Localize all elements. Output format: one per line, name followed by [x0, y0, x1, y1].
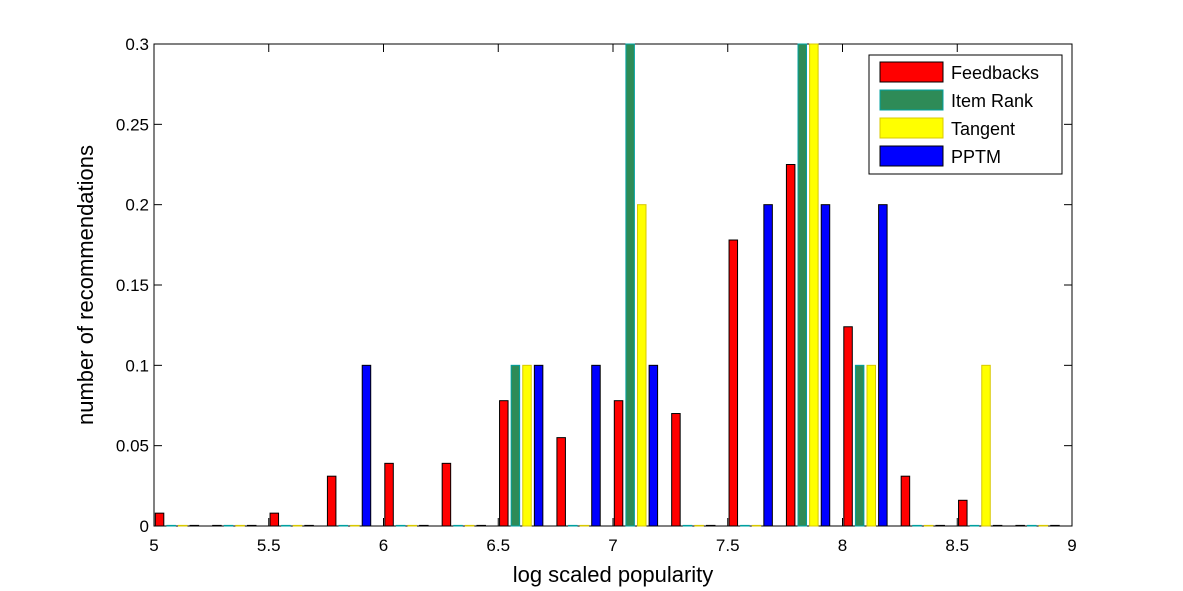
bar-tangent-10 [751, 524, 762, 527]
legend-label-item-rank: Item Rank [951, 91, 1034, 111]
bar-feedbacks-3 [326, 475, 337, 527]
bar-feedbacks-14 [958, 499, 968, 527]
bar-item-rank-2 [281, 524, 291, 527]
bar-feedbacks-15 [1015, 524, 1025, 527]
bar-tangent-14 [981, 364, 991, 527]
bar-tangent-9 [694, 524, 704, 527]
x-tick-label: 6.5 [486, 536, 510, 555]
y-tick-label: 0.15 [116, 276, 149, 295]
y-tick-label: 0 [140, 517, 149, 536]
x-tick-label: 7 [608, 536, 617, 555]
bar-pptm-10 [763, 204, 773, 527]
x-tick-label: 9 [1067, 536, 1076, 555]
bar-tangent-1 [235, 524, 245, 527]
bar-pptm-12 [878, 204, 888, 527]
bar-pptm-7 [591, 364, 601, 527]
bar-feedbacks-12 [843, 326, 853, 527]
legend-label-pptm: PPTM [951, 147, 1001, 167]
x-tick-label: 7.5 [716, 536, 740, 555]
bar-feedbacks-11 [785, 164, 796, 527]
x-tick-label: 6 [379, 536, 388, 555]
bars-group [154, 43, 1060, 527]
bar-feedbacks-5 [441, 462, 452, 527]
bar-item-rank-1 [223, 524, 234, 527]
bar-tangent-2 [292, 524, 303, 527]
bar-item-rank-10 [740, 524, 750, 527]
bar-pptm-1 [246, 524, 257, 527]
bar-feedbacks-4 [384, 462, 394, 527]
bar-tangent-4 [407, 524, 417, 527]
bar-tangent-12 [866, 364, 876, 527]
bar-item-rank-7 [568, 524, 578, 527]
bar-feedbacks-0 [154, 512, 165, 527]
bar-feedbacks-6 [499, 400, 509, 527]
bar-pptm-3 [361, 364, 372, 527]
bar-pptm-2 [304, 524, 314, 527]
legend-swatch-tangent [879, 117, 944, 139]
x-tick-label: 5 [149, 536, 158, 555]
bar-tangent-11 [809, 43, 819, 527]
bar-pptm-5 [476, 524, 486, 527]
legend-label-feedbacks: Feedbacks [951, 63, 1039, 83]
bar-item-rank-4 [395, 524, 406, 527]
bar-tangent-13 [923, 524, 934, 527]
bar-feedbacks-2 [269, 512, 280, 527]
bar-feedbacks-9 [671, 413, 681, 527]
bar-pptm-11 [820, 204, 831, 527]
legend-swatch-item-rank [879, 89, 944, 111]
x-tick-label: 8 [838, 536, 847, 555]
x-tick-label: 5.5 [257, 536, 281, 555]
x-axis-ticks: 5 5.5 6 6.5 7 7.5 8 8.5 9 [149, 44, 1077, 555]
bar-item-rank-12 [854, 364, 865, 527]
bar-tangent-5 [464, 524, 475, 527]
bar-item-rank-8 [625, 43, 635, 527]
bar-item-rank-5 [453, 524, 463, 527]
bar-tangent-0 [178, 524, 188, 527]
y-axis-ticks: 0 0.05 0.1 0.15 0.2 0.25 0.3 [116, 35, 1072, 536]
bar-item-rank-6 [510, 364, 521, 527]
legend-swatch-pptm [879, 145, 944, 167]
y-tick-label: 0.3 [125, 35, 149, 54]
y-tick-label: 0.1 [125, 356, 149, 375]
bar-pptm-4 [419, 524, 429, 527]
bar-item-rank-3 [338, 524, 349, 527]
bar-tangent-8 [637, 204, 647, 527]
y-tick-label: 0.25 [116, 115, 149, 134]
bar-pptm-6 [533, 364, 544, 527]
bar-tangent-7 [579, 524, 590, 527]
bar-feedbacks-13 [900, 475, 911, 527]
bar-item-rank-11 [797, 43, 808, 527]
bar-item-rank-13 [912, 524, 922, 527]
bar-pptm-0 [189, 524, 200, 527]
x-tick-label: 8.5 [945, 536, 969, 555]
y-axis-label: number of recommendations [73, 145, 98, 425]
bar-feedbacks-1 [212, 524, 222, 527]
x-axis-label: log scaled popularity [513, 562, 714, 587]
y-tick-label: 0.2 [125, 196, 149, 215]
y-tick-label: 0.05 [116, 437, 149, 456]
bar-pptm-15 [1050, 524, 1060, 527]
bar-pptm-13 [935, 524, 945, 527]
bar-tangent-3 [350, 524, 360, 527]
legend-label-tangent: Tangent [951, 119, 1015, 139]
bar-feedbacks-7 [556, 437, 566, 527]
bar-feedbacks-8 [613, 400, 624, 527]
bar-pptm-8 [648, 364, 659, 527]
bar-item-rank-14 [969, 524, 980, 527]
legend: Feedbacks Item Rank Tangent PPTM [868, 54, 1063, 175]
bar-tangent-6 [522, 364, 532, 527]
legend-swatch-feedbacks [879, 61, 944, 83]
bar-item-rank-0 [166, 524, 176, 527]
bar-pptm-14 [992, 524, 1003, 527]
bar-item-rank-15 [1027, 524, 1037, 527]
bar-pptm-9 [705, 524, 716, 527]
bar-item-rank-9 [682, 524, 693, 527]
bar-tangent-15 [1038, 524, 1049, 527]
bar-feedbacks-10 [728, 239, 739, 527]
